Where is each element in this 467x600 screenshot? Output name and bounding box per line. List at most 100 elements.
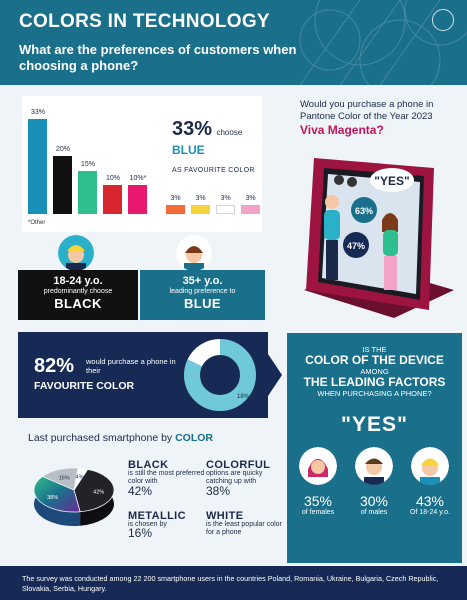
avatar-youth — [411, 447, 449, 485]
pie-label-white: 4% — [76, 475, 84, 481]
bar-label-pink: 3% — [245, 195, 256, 203]
pct-a-text: 63% — [355, 206, 373, 216]
last-title-bold: COLOR — [175, 432, 214, 444]
pie-label-colorful: 38% — [47, 495, 58, 501]
age-young-age: 18-24 y.o. — [53, 275, 103, 287]
magenta-question: Would you purchase a phone in Pantone Co… — [300, 99, 434, 122]
yes-bubble-text: "YES" — [374, 174, 409, 188]
bar-label-red: 10% — [105, 175, 120, 183]
age-young-color: BLACK — [54, 296, 102, 311]
bar-red — [103, 185, 122, 214]
fav-pct: 82% — [34, 355, 75, 377]
bar-green — [78, 170, 97, 214]
age-young-sub: predominantly choose — [43, 288, 113, 295]
age-old-sub: leading preference to — [169, 288, 236, 295]
age-young-box: 18-24 y.o. predominantly choose BLACK — [18, 270, 138, 320]
info-metallic: METALLIC is chosen by 16% — [128, 511, 208, 540]
info-metallic-text: is chosen by — [128, 520, 167, 528]
avatar-old — [176, 235, 212, 271]
pct-b-text: 47% — [347, 241, 365, 251]
last-title-pre: Last purchased smartphone by — [28, 432, 176, 444]
stat-females-label: of females — [301, 509, 335, 516]
info-black-pct: 42% — [128, 483, 153, 498]
pie-slice-black — [73, 468, 115, 513]
info-white-text: is the least popular color for a phone — [206, 520, 282, 537]
info-black-text: is still the most preferred color with — [128, 469, 205, 486]
leading-l1: IS THE — [362, 345, 387, 354]
age-old-color: BLUE — [184, 296, 221, 311]
favourite-color-panel: 82% would purchase a phone in their FAVO… — [18, 332, 268, 418]
pie-slice-white — [73, 467, 89, 491]
pie-slice-colorful — [33, 475, 81, 513]
page-title: COLORS IN TECHNOLOGY — [19, 11, 270, 32]
color-preference-bar-chart: 33% choose BLUE AS FAVOURITE COLOR *Othe… — [22, 96, 262, 232]
info-metallic-pct: 16% — [128, 526, 153, 540]
info-white: WHITE is the least popular color for a p… — [206, 510, 288, 538]
last-purchased-3d-pie: 42% 38% 16% 4% — [33, 467, 115, 526]
footer: The survey was conducted among 22 200 sm… — [0, 566, 467, 600]
fav-text1: would purchase a phone in their — [86, 357, 176, 375]
info-colorful: COLORFUL options are quicky catching up … — [206, 459, 288, 498]
favourite-donut-chart: 82% 18% — [184, 339, 256, 411]
age-old-age: 35+ y.o. — [182, 275, 223, 287]
age-old-box: 35+ y.o. leading preference to BLUE — [140, 270, 265, 320]
foldable-phone-illustration: "YES" 63% 47% — [284, 140, 462, 330]
callout-pct: 33% — [172, 118, 213, 140]
brand-logo-icon — [432, 9, 454, 31]
stat-females: 35% of females — [290, 493, 346, 516]
bar-pink — [240, 205, 260, 214]
bar-label-black: 20% — [55, 146, 70, 154]
fav-text2: FAVOURITE COLOR — [34, 380, 135, 392]
bar-callout: 33% choose BLUE AS FAVOURITE COLOR — [172, 118, 264, 177]
arrow-tip — [268, 354, 282, 396]
magenta-highlight: Viva Magenta? — [300, 123, 384, 137]
header-banner: COLORS IN TECHNOLOGY What are the prefer… — [0, 0, 467, 85]
leading-l2: COLOR OF THE DEVICE — [305, 353, 444, 367]
yes-bubble — [370, 168, 414, 192]
bar-other — [128, 185, 147, 214]
bar-label-yellow: 3% — [195, 195, 206, 203]
last-purchased-title: Last purchased smartphone by COLOR — [28, 432, 213, 444]
leading-l3: AMONG — [360, 367, 389, 376]
bar-black — [53, 156, 72, 214]
bar-yellow — [190, 205, 210, 214]
pie-label-black: 42% — [93, 489, 104, 495]
avatar-male — [355, 447, 393, 485]
info-black: BLACK is still the most preferred color … — [128, 459, 208, 498]
pie-side-colorful — [34, 476, 81, 526]
leading-yes: "YES" — [341, 413, 408, 436]
info-black-head: BLACK — [128, 459, 169, 471]
stat-youth-value: 43% — [415, 493, 445, 509]
leading-factor-panel: IS THE COLOR OF THE DEVICE AMONG THE LEA… — [287, 333, 462, 563]
bar-label-blue: 33% — [30, 109, 45, 116]
leading-l5: WHEN PURCHASING A PHONE? — [317, 389, 432, 398]
callout-choose: choose — [216, 128, 243, 137]
avatar-female — [299, 447, 337, 485]
bar-label-other: 10%* — [129, 175, 147, 183]
stat-males-label: of males — [360, 509, 388, 516]
stat-males: 30% of males — [346, 493, 402, 516]
stat-youth-label: Of 18-24 y.o. — [410, 509, 450, 516]
bar-blue — [28, 119, 47, 214]
page-subtitle: What are the preferences of customers wh… — [19, 42, 297, 73]
stat-females-value: 35% — [303, 493, 333, 509]
callout-fav: AS FAVOURITE COLOR — [172, 167, 255, 174]
stat-youth: 43% Of 18-24 y.o. — [402, 493, 458, 516]
footer-text: The survey was conducted among 22 200 sm… — [22, 574, 439, 593]
info-colorful-head: COLORFUL — [206, 459, 271, 471]
info-colorful-text: options are quicky catching up with — [206, 469, 263, 486]
info-white-head: WHITE — [206, 510, 244, 522]
stat-males-value: 30% — [359, 493, 389, 509]
info-colorful-pct: 38% — [206, 483, 231, 498]
avatar-young — [58, 235, 94, 271]
callout-blue: BLUE — [172, 143, 205, 157]
bar-orange — [165, 205, 185, 214]
donut-label-0: 82% — [208, 351, 221, 357]
bar-label-orange: 3% — [170, 195, 181, 203]
bar-white — [215, 205, 235, 214]
bar-footnote: *Other — [28, 220, 46, 226]
bar-label-green: 15% — [80, 160, 95, 168]
donut-slice-1 — [184, 339, 256, 411]
donut-label-1: 18% — [237, 394, 250, 400]
leading-l4: THE LEADING FACTORS — [303, 375, 446, 389]
